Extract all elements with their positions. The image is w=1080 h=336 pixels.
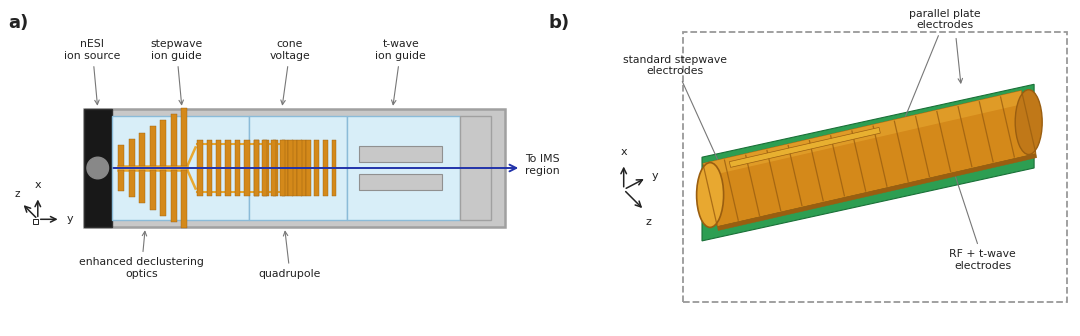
Bar	[139, 133, 146, 166]
Bar	[306, 140, 311, 196]
Text: RF + t-wave
electrodes: RF + t-wave electrodes	[945, 149, 1016, 270]
Text: y: y	[67, 214, 73, 224]
Bar	[264, 140, 269, 196]
Bar	[262, 140, 268, 196]
Text: z: z	[14, 189, 21, 199]
Ellipse shape	[1015, 90, 1042, 155]
Bar	[198, 140, 203, 196]
Bar	[119, 170, 124, 191]
Bar	[84, 109, 504, 227]
Bar	[112, 116, 249, 220]
Bar	[181, 108, 188, 166]
Text: x: x	[620, 146, 627, 157]
Bar	[273, 140, 279, 196]
Bar	[359, 174, 443, 190]
Bar	[254, 140, 259, 196]
Text: x: x	[35, 180, 41, 190]
Bar	[150, 170, 156, 210]
Bar	[181, 170, 188, 228]
Text: nESI
ion source: nESI ion source	[64, 40, 121, 104]
Text: standard stepwave
electrodes: standard stepwave electrodes	[623, 54, 727, 175]
Text: enhanced declustering
optics: enhanced declustering optics	[79, 232, 204, 279]
Text: stepwave
ion guide: stepwave ion guide	[150, 40, 203, 104]
Bar	[161, 120, 166, 166]
Bar	[171, 114, 177, 166]
Circle shape	[86, 157, 108, 179]
Bar	[288, 140, 294, 196]
Bar	[249, 116, 347, 220]
Bar	[347, 116, 460, 220]
Polygon shape	[702, 84, 1034, 241]
Bar	[282, 140, 287, 196]
Polygon shape	[703, 90, 1036, 226]
Bar	[460, 116, 491, 220]
Text: b): b)	[549, 14, 569, 32]
Bar	[297, 140, 302, 196]
Bar	[271, 140, 276, 196]
Bar	[332, 140, 337, 196]
Bar	[235, 140, 241, 196]
Polygon shape	[717, 154, 1037, 230]
Polygon shape	[703, 90, 1025, 177]
Text: cone
voltage: cone voltage	[270, 40, 310, 104]
Bar	[129, 170, 135, 197]
Text: a): a)	[9, 14, 28, 32]
Ellipse shape	[697, 163, 724, 227]
Bar	[254, 140, 259, 196]
Bar	[150, 126, 156, 166]
Bar	[216, 140, 221, 196]
Bar	[323, 140, 328, 196]
Text: y: y	[652, 171, 659, 180]
Bar	[292, 140, 297, 196]
Bar	[244, 140, 249, 196]
Bar	[129, 139, 135, 166]
Bar	[314, 140, 320, 196]
Text: t-wave
ion guide: t-wave ion guide	[376, 40, 426, 104]
Bar	[280, 140, 285, 196]
Text: quadrupole: quadrupole	[259, 232, 321, 279]
Polygon shape	[729, 127, 880, 167]
Bar	[684, 32, 1067, 302]
Text: parallel plate
electrodes: parallel plate electrodes	[892, 9, 981, 148]
Text: z: z	[646, 217, 651, 226]
Bar	[33, 219, 38, 224]
Bar	[84, 109, 112, 227]
Bar	[226, 140, 231, 196]
Bar	[206, 140, 212, 196]
Bar	[301, 140, 307, 196]
Text: To IMS
region: To IMS region	[526, 155, 561, 176]
Bar	[139, 170, 146, 203]
Bar	[359, 146, 443, 162]
Bar	[119, 145, 124, 166]
Bar	[171, 170, 177, 222]
Bar	[161, 170, 166, 216]
